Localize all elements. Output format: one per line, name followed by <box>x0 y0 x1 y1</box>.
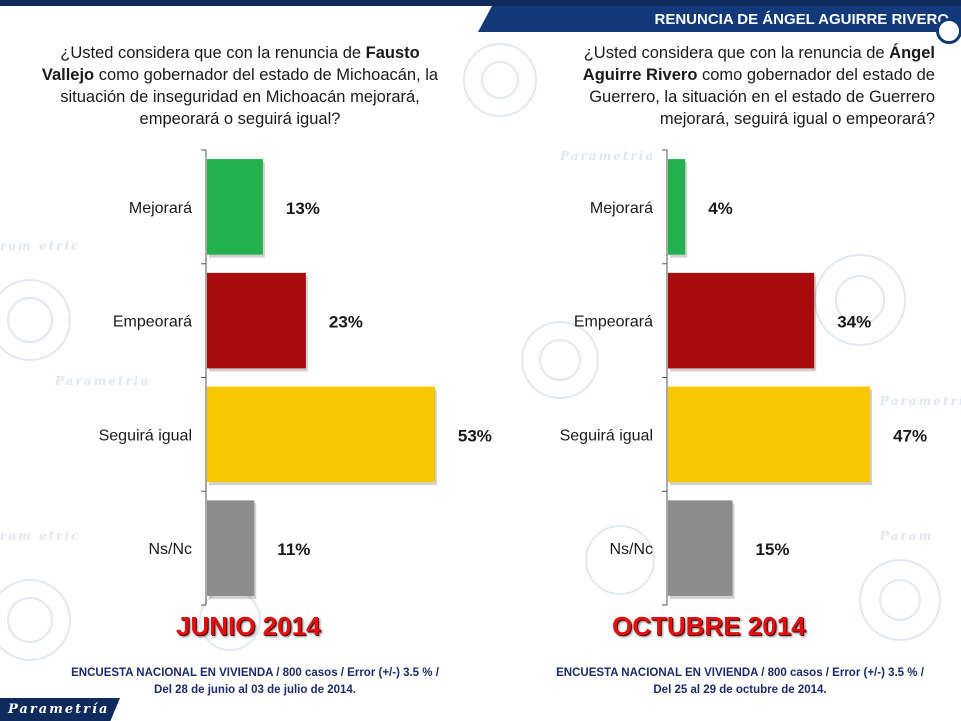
right-question-pre: ¿Usted considera que con la renuncia de <box>583 44 890 62</box>
left-period-label: JUNIO 2014 <box>176 611 321 641</box>
header-banner: RENUNCIA DE ÁNGEL AGUIRRE RIVERO <box>478 6 961 32</box>
left-bar-seguira <box>207 386 435 483</box>
right-value-label: 4% <box>708 199 733 218</box>
right-value-label: 34% <box>837 313 871 332</box>
top-bar <box>0 0 961 6</box>
left-question-pre: ¿Usted considera que con la renuncia de <box>60 44 366 62</box>
right-bar-nsnc <box>668 500 733 596</box>
right-category-label: Ns/Nc <box>609 541 653 558</box>
right-bar-seguira <box>668 386 871 483</box>
svg-text:Parametria: Parametria <box>879 394 961 408</box>
left-category-label: Empeorará <box>113 314 192 331</box>
left-category-label: Ns/Nc <box>148 541 192 558</box>
svg-text:ram etric: ram etric <box>0 529 80 543</box>
left-value-label: 11% <box>277 540 310 559</box>
svg-text:Parametria: Parametria <box>559 149 655 163</box>
right-survey-note: ENCUESTA NACIONAL EN VIVIENDA / 800 caso… <box>520 665 960 699</box>
right-question: ¿Usted considera que con la renuncia de … <box>560 42 935 130</box>
left-question: ¿Usted considera que con la renuncia de … <box>40 42 440 130</box>
header-title: RENUNCIA DE ÁNGEL AGUIRRE RIVERO <box>654 10 949 28</box>
banner-circle-decoration <box>936 18 961 44</box>
right-note-line2: Del 25 al 29 de octubre de 2014. <box>653 684 827 696</box>
left-value-label: 23% <box>329 313 363 332</box>
svg-text:Parametria: Parametria <box>54 374 150 388</box>
right-category-label: Empeorará <box>574 314 653 331</box>
left-question-bold: Fausto Vallejo <box>41 44 420 84</box>
right-question-post: como gobernador del estado de Guerrero, … <box>589 66 935 128</box>
left-note-line2: Del 28 de junio al 03 de julio de 2014. <box>154 684 356 696</box>
right-bar-mejorara <box>668 159 686 255</box>
svg-text:Param: Param <box>879 529 933 543</box>
right-category-label: Seguirá igual <box>560 427 653 444</box>
right-value-label: 15% <box>756 540 790 559</box>
right-category-label: Mejorará <box>590 200 653 217</box>
right-value-label: 47% <box>893 426 927 445</box>
svg-text:ram etric: ram etric <box>0 239 80 253</box>
right-note-line1: ENCUESTA NACIONAL EN VIVIENDA / 800 caso… <box>556 667 924 679</box>
right-bar-empeorara <box>668 272 815 369</box>
left-value-label: 53% <box>458 426 492 445</box>
left-survey-note: ENCUESTA NACIONAL EN VIVIENDA / 800 caso… <box>30 665 480 699</box>
left-bar-nsnc <box>207 500 255 596</box>
left-note-line1: ENCUESTA NACIONAL EN VIVIENDA / 800 caso… <box>71 667 439 679</box>
left-category-label: Mejorará <box>129 200 192 217</box>
parametria-logo: Parametría <box>0 698 120 721</box>
right-period-label: OCTUBRE 2014 <box>612 611 806 641</box>
left-question-post: como gobernador del estado de Michoacán,… <box>60 66 439 128</box>
left-category-label: Seguirá igual <box>99 427 192 444</box>
right-question-bold: Ángel Aguirre Rivero <box>582 44 935 84</box>
left-bar-empeorara <box>207 272 306 369</box>
left-value-label: 13% <box>286 199 320 218</box>
left-bar-mejorara <box>207 159 263 255</box>
